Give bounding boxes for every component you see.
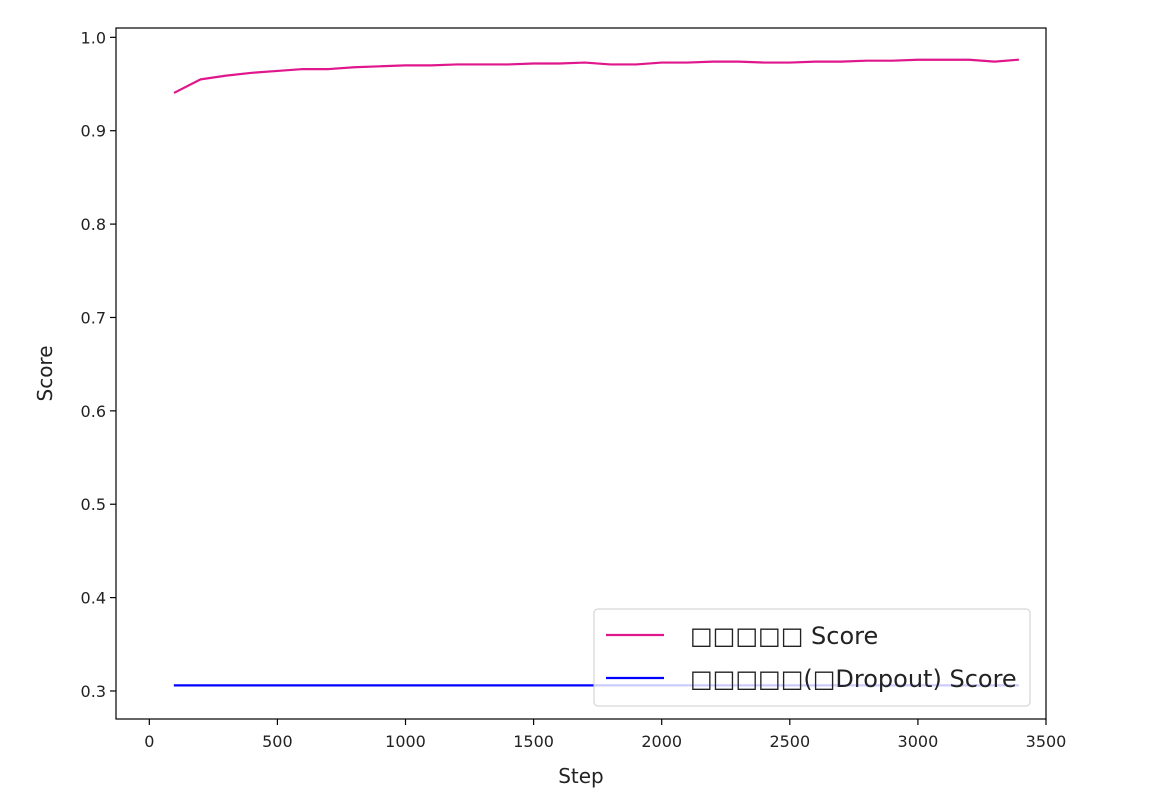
series-line-1 xyxy=(173,58,1020,94)
y-tick-label: 0.4 xyxy=(81,589,106,608)
x-tick-label: 1500 xyxy=(513,732,554,751)
plot-frame xyxy=(115,27,1047,720)
legend-box xyxy=(593,608,1031,707)
x-tick-label: 3500 xyxy=(1026,732,1067,751)
x-axis-label: Step xyxy=(558,764,604,788)
y-tick-label: 0.3 xyxy=(81,682,106,701)
x-tick-label: 1000 xyxy=(385,732,426,751)
x-tick-label: 2500 xyxy=(769,732,810,751)
y-tick-label: 0.6 xyxy=(81,402,106,421)
plot-area xyxy=(173,58,1020,687)
y-tick-label: 0.7 xyxy=(81,308,106,327)
x-tick-label: 2000 xyxy=(641,732,682,751)
y-axis-label: Score xyxy=(33,345,57,401)
x-tick-label: 0 xyxy=(144,732,154,751)
y-tick-label: 0.8 xyxy=(81,215,106,234)
x-tick-label: 500 xyxy=(262,732,293,751)
legend-label-2: □□□□□(□Dropout) Score xyxy=(690,665,1017,693)
y-tick-label: 0.9 xyxy=(81,122,106,141)
x-tick-label: 3000 xyxy=(898,732,939,751)
y-tick-label: 1.0 xyxy=(81,28,106,47)
y-tick-label: 0.5 xyxy=(81,495,106,514)
axes: 0 500 1000 1500 2000 2500 3000 3500 0.3 0.4 0.5 0.6… xyxy=(81,27,1067,751)
legend: □□□□□ Score □□□□□(□Dropout) Score xyxy=(593,608,1031,707)
legend-label-1: □□□□□ Score xyxy=(690,622,878,650)
